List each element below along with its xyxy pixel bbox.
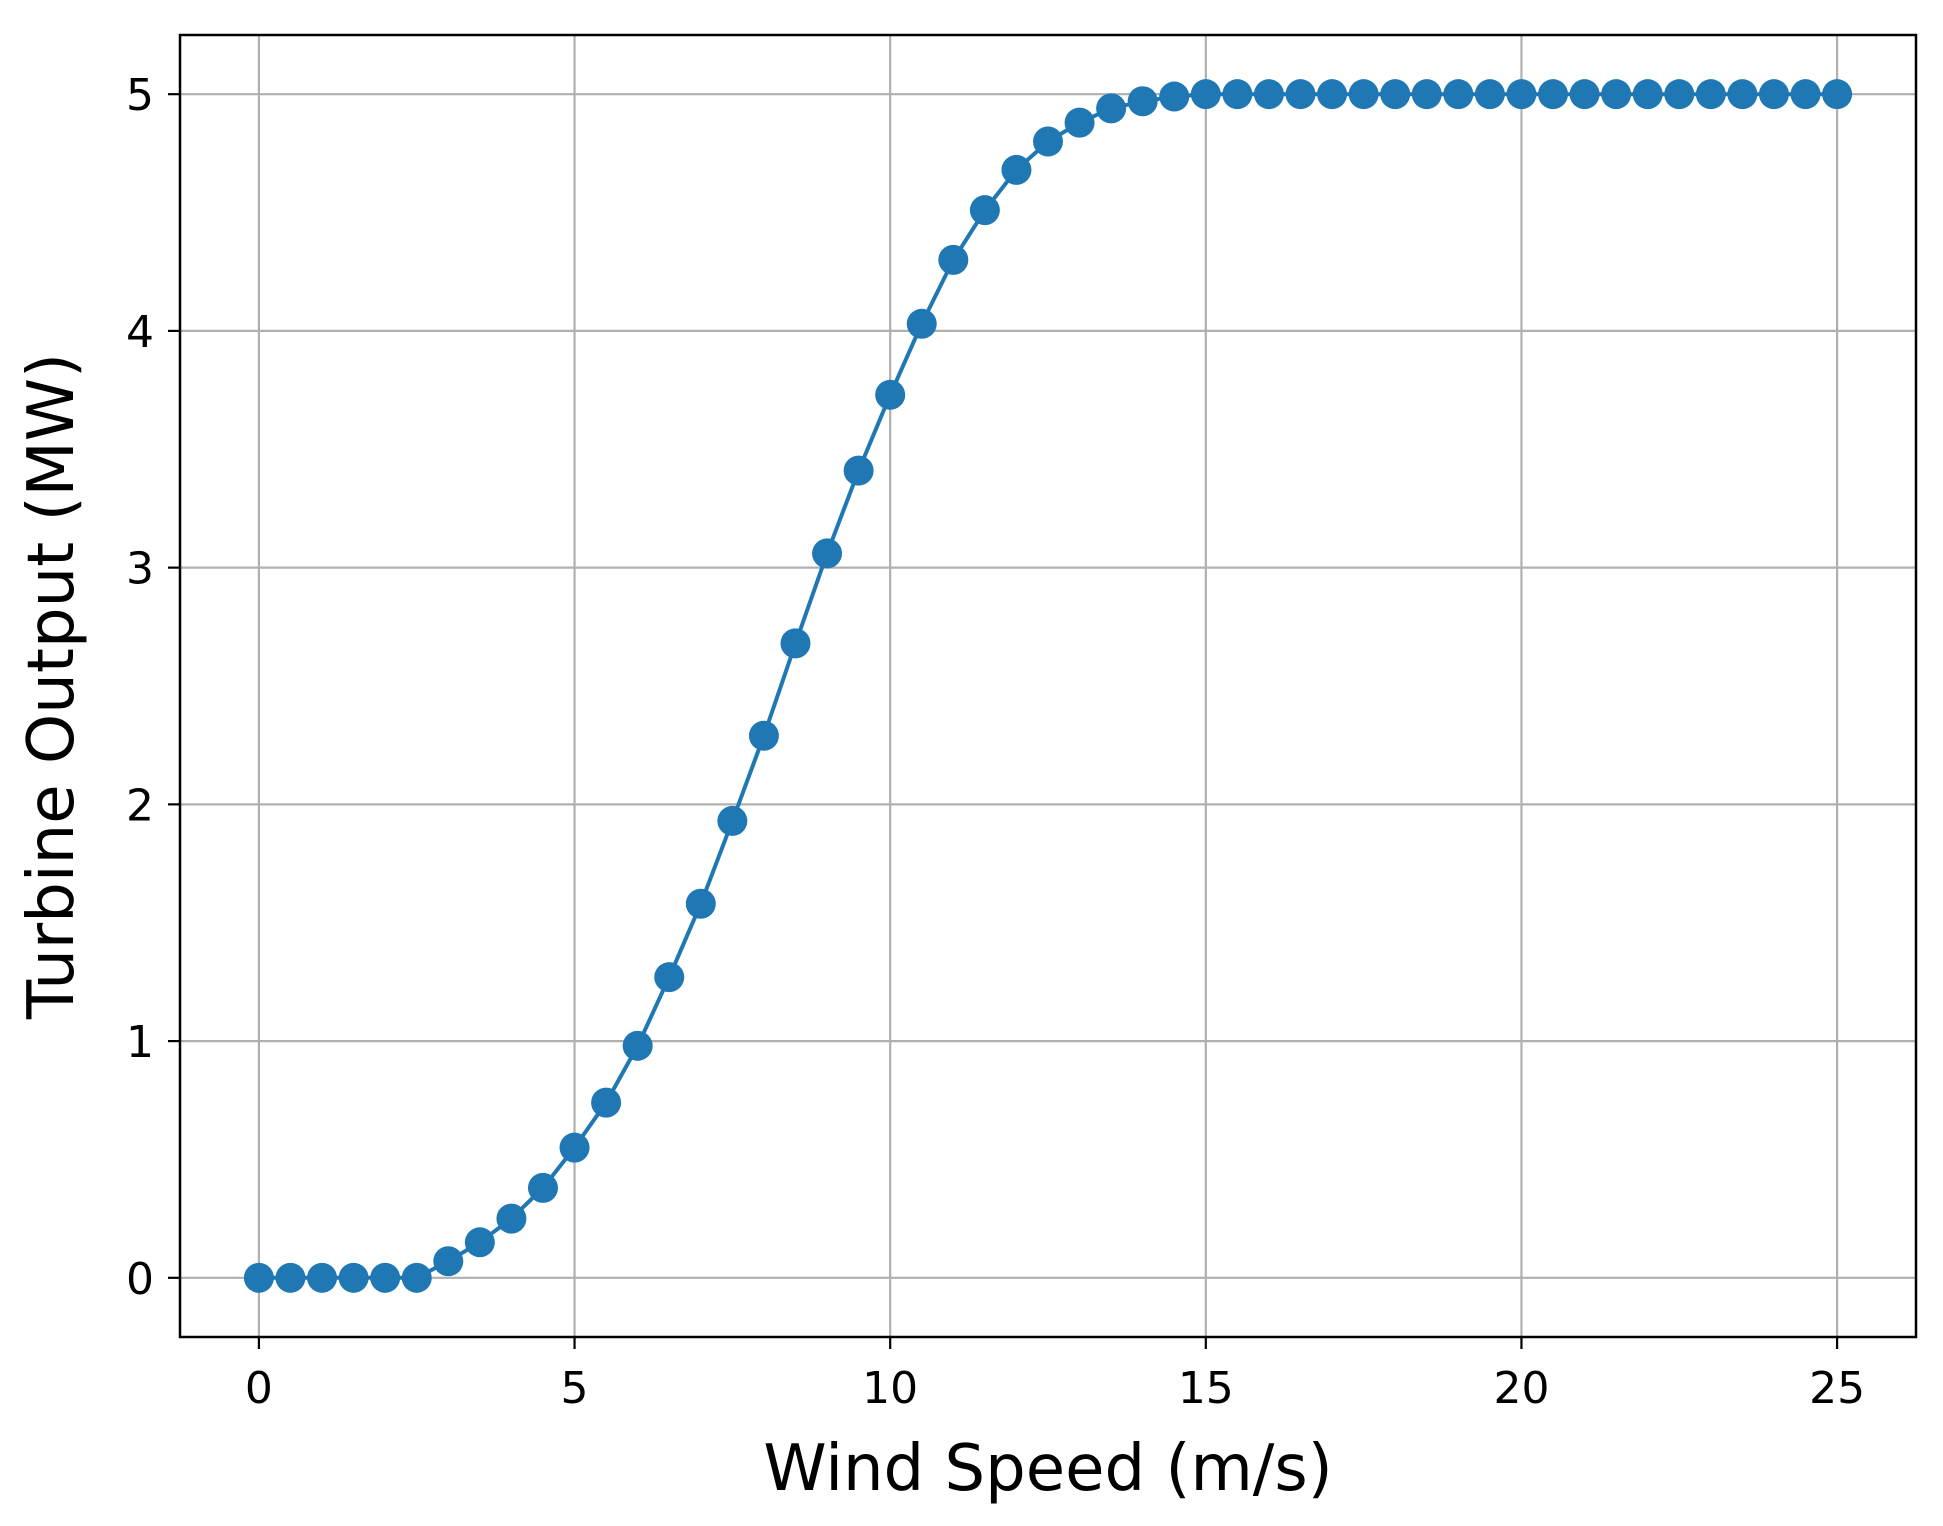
data-point xyxy=(1443,79,1474,110)
data-point xyxy=(275,1262,306,1293)
data-point xyxy=(1411,79,1442,110)
x-tick-label: 5 xyxy=(561,1363,589,1414)
data-point xyxy=(1632,79,1663,110)
grid xyxy=(180,35,1916,1337)
y-tick-label: 5 xyxy=(126,70,154,121)
data-point xyxy=(1190,79,1221,110)
x-tick-label: 15 xyxy=(1178,1363,1234,1414)
y-tick-label: 0 xyxy=(126,1254,154,1305)
data-point xyxy=(906,308,937,339)
data-point xyxy=(401,1262,432,1293)
y-tick-label: 3 xyxy=(126,544,154,595)
data-point xyxy=(1033,126,1063,157)
data-point xyxy=(1285,79,1316,110)
y-axis-label: Turbine Output (MW) xyxy=(15,353,89,1020)
data-point xyxy=(717,805,748,836)
data-point xyxy=(1348,79,1379,110)
data-point xyxy=(685,888,716,919)
data-point xyxy=(1317,79,1348,110)
data-point xyxy=(780,628,811,659)
data-point xyxy=(1001,154,1032,185)
x-tick-label: 0 xyxy=(245,1363,273,1414)
data-point xyxy=(875,379,906,410)
data-point xyxy=(1253,79,1284,110)
x-tick-label: 25 xyxy=(1809,1363,1865,1414)
data-point xyxy=(433,1246,464,1277)
data-point xyxy=(843,455,874,486)
series-layer xyxy=(243,79,1853,1293)
data-point xyxy=(1380,79,1411,110)
data-point xyxy=(464,1227,495,1258)
data-point xyxy=(1758,79,1789,110)
data-point xyxy=(1695,79,1726,110)
data-point xyxy=(1601,79,1632,110)
data-point xyxy=(1159,81,1190,112)
data-point xyxy=(1822,79,1853,110)
data-point xyxy=(496,1203,527,1234)
ticks: 0 5 10 15 20 25 0 1 2 3 4 5 xyxy=(126,70,1865,1414)
data-point xyxy=(748,720,779,751)
y-tick-label: 2 xyxy=(126,780,154,831)
data-point xyxy=(307,1262,338,1293)
data-point xyxy=(812,538,843,569)
x-tick-label: 20 xyxy=(1493,1363,1549,1414)
data-point xyxy=(1506,79,1537,110)
data-point xyxy=(559,1132,590,1163)
data-point xyxy=(1222,79,1253,110)
data-point xyxy=(1569,79,1600,110)
data-point xyxy=(1664,79,1695,110)
data-point xyxy=(938,244,969,275)
data-point xyxy=(591,1087,622,1118)
data-point xyxy=(370,1262,401,1293)
x-axis-label: Wind Speed (m/s) xyxy=(763,1432,1332,1506)
data-point xyxy=(1127,86,1158,117)
data-point xyxy=(622,1030,653,1061)
data-point xyxy=(969,195,1000,226)
data-point xyxy=(1064,107,1095,138)
data-point xyxy=(1096,93,1127,124)
data-point xyxy=(1727,79,1758,110)
data-point xyxy=(243,1262,274,1293)
data-point xyxy=(338,1262,369,1293)
plot-frame xyxy=(178,33,1918,1339)
data-point xyxy=(654,962,685,993)
data-point xyxy=(1474,79,1505,110)
x-tick-label: 10 xyxy=(862,1363,918,1414)
data-point xyxy=(1538,79,1569,110)
data-point xyxy=(527,1172,558,1203)
data-point xyxy=(1790,79,1821,110)
y-tick-label: 1 xyxy=(126,1017,154,1068)
y-tick-label: 4 xyxy=(126,307,154,358)
